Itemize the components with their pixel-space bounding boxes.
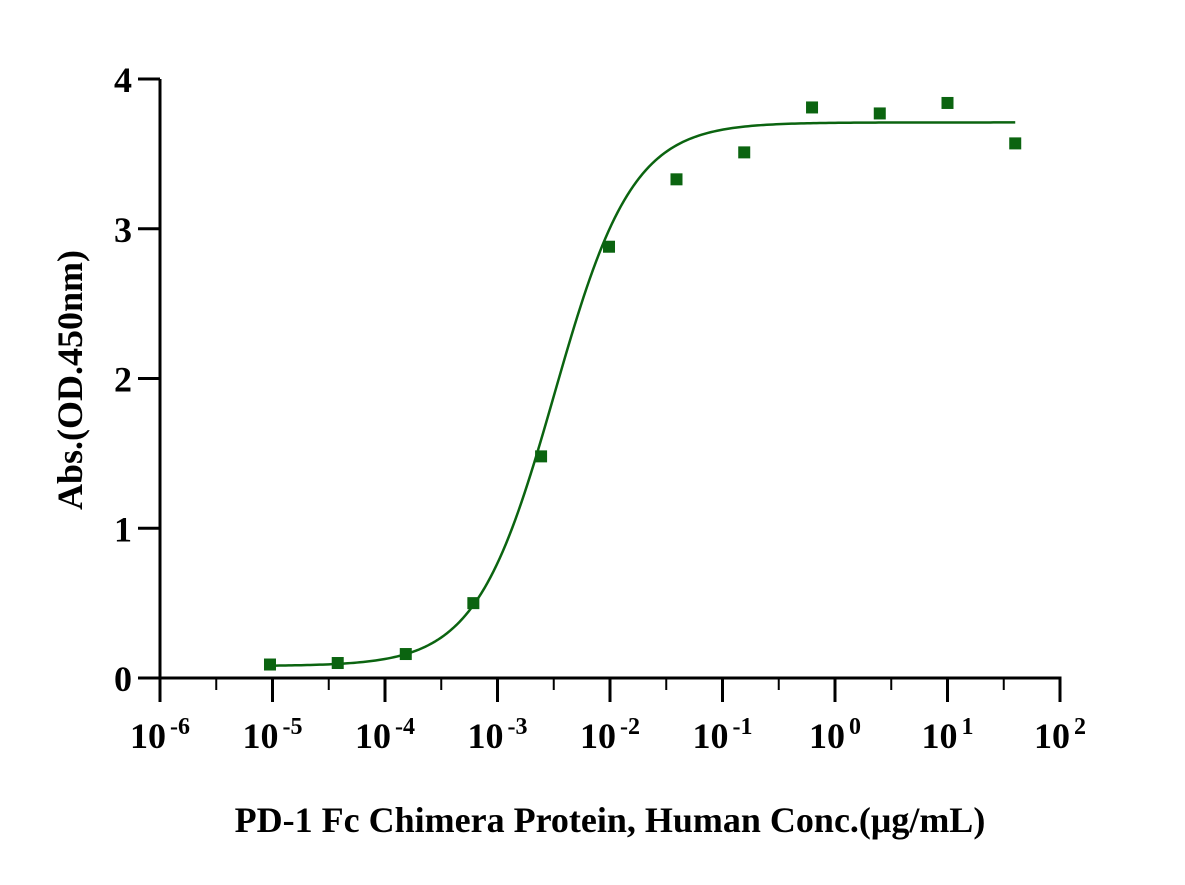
data-point bbox=[263, 658, 276, 671]
x-tick-label: 10 -2 bbox=[580, 714, 640, 756]
data-point bbox=[1009, 137, 1022, 150]
x-tick-label: 10 -5 bbox=[243, 714, 303, 756]
data-point bbox=[873, 107, 886, 120]
plot-area: 0 1 2 3 4 10 -6 10 -5 10 -4 10 -3 10 -2 10 -1 10 0 10 1 10 2 bbox=[114, 60, 1086, 756]
y-tick-label: 0 bbox=[114, 659, 132, 699]
data-point bbox=[806, 101, 819, 114]
data-point bbox=[331, 657, 344, 670]
y-tick-label: 4 bbox=[114, 60, 132, 100]
data-point bbox=[738, 146, 751, 159]
y-axis-title: Abs.(OD.450nm) bbox=[50, 250, 90, 510]
data-point bbox=[399, 648, 412, 661]
x-axis-title: PD-1 Fc Chimera Protein, Human Conc.(μg/… bbox=[235, 800, 986, 840]
x-tick-label: 10 2 bbox=[1034, 714, 1086, 756]
data-point bbox=[467, 597, 480, 610]
x-tick-label: 10 0 bbox=[809, 714, 861, 756]
data-point bbox=[603, 240, 616, 253]
data-point bbox=[941, 96, 954, 109]
y-tick-label: 3 bbox=[114, 210, 132, 250]
y-tick-label: 1 bbox=[114, 509, 132, 549]
data-point bbox=[535, 450, 548, 463]
data-point bbox=[670, 173, 683, 186]
x-tick-label: 10 -6 bbox=[130, 714, 190, 756]
x-tick-label: 10 -4 bbox=[355, 714, 415, 756]
y-tick-label: 2 bbox=[114, 360, 132, 400]
x-tick-label: 10 -3 bbox=[468, 714, 528, 756]
x-tick-label: 10 1 bbox=[922, 714, 974, 756]
x-tick-label: 10 -1 bbox=[693, 714, 753, 756]
fit-curve bbox=[269, 121, 1016, 667]
